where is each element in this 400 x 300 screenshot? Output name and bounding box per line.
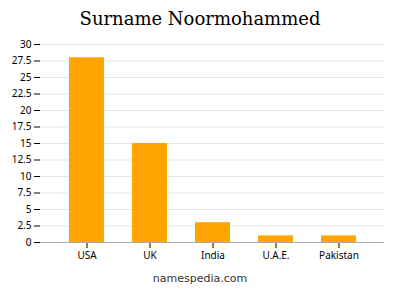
svg-text:India: India xyxy=(201,248,225,262)
svg-text:USA: USA xyxy=(77,248,97,262)
svg-text:27.5: 27.5 xyxy=(12,53,32,67)
svg-text:UK: UK xyxy=(143,248,157,262)
svg-text:5: 5 xyxy=(26,202,32,216)
svg-text:Pakistan: Pakistan xyxy=(319,248,359,262)
svg-text:17.5: 17.5 xyxy=(12,119,32,133)
svg-text:12.5: 12.5 xyxy=(12,152,32,166)
svg-text:2.5: 2.5 xyxy=(17,218,31,232)
html-text:Surname Noormohammed: Surname Noormohammed xyxy=(79,8,321,29)
svg-text:15: 15 xyxy=(20,136,32,150)
svg-text:7.5: 7.5 xyxy=(17,185,31,199)
svg-text:U.A.E.: U.A.E. xyxy=(262,248,289,262)
svg-text:20: 20 xyxy=(20,103,32,117)
svg-text:25: 25 xyxy=(20,70,32,84)
svg-text:22.5: 22.5 xyxy=(12,86,32,100)
svg-text:10: 10 xyxy=(20,169,32,183)
svg-text:30: 30 xyxy=(20,37,32,51)
html-text:namespedia.com: namespedia.com xyxy=(152,272,248,285)
svg-text:0: 0 xyxy=(26,235,32,249)
